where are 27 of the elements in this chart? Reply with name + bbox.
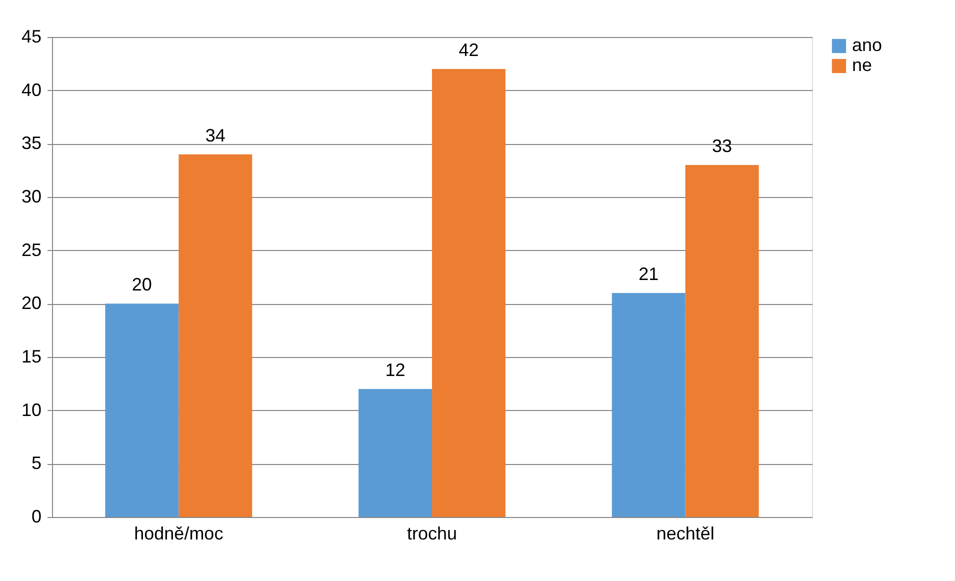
y-tick-label: 25 bbox=[21, 240, 42, 260]
x-tick-label: nechtěl bbox=[656, 524, 714, 544]
data-label: 20 bbox=[132, 274, 152, 295]
data-label: 34 bbox=[205, 125, 226, 146]
bar bbox=[178, 154, 252, 517]
y-tick-label: 45 bbox=[21, 26, 42, 46]
bar bbox=[358, 389, 432, 517]
y-tick-label: 10 bbox=[21, 400, 42, 420]
legend-label: ano bbox=[852, 35, 882, 55]
bar bbox=[612, 293, 686, 517]
y-tick-label: 0 bbox=[31, 506, 42, 526]
bar bbox=[105, 304, 179, 517]
data-label: 21 bbox=[638, 264, 659, 284]
y-tick-label: 35 bbox=[21, 133, 42, 154]
data-label: 42 bbox=[458, 40, 479, 60]
bar bbox=[685, 165, 759, 517]
y-tick-label: 15 bbox=[21, 346, 42, 366]
bar bbox=[432, 69, 506, 517]
y-tick-label: 30 bbox=[21, 186, 42, 206]
legend-label: ne bbox=[852, 55, 872, 75]
x-tick-label: hodně/moc bbox=[134, 524, 224, 544]
data-label: 12 bbox=[385, 360, 406, 380]
data-label: 33 bbox=[712, 136, 732, 156]
y-tick-label: 20 bbox=[21, 293, 42, 314]
y-tick-label: 5 bbox=[31, 453, 42, 474]
y-tick-label: 40 bbox=[21, 80, 42, 100]
x-tick-label: trochu bbox=[406, 524, 458, 544]
